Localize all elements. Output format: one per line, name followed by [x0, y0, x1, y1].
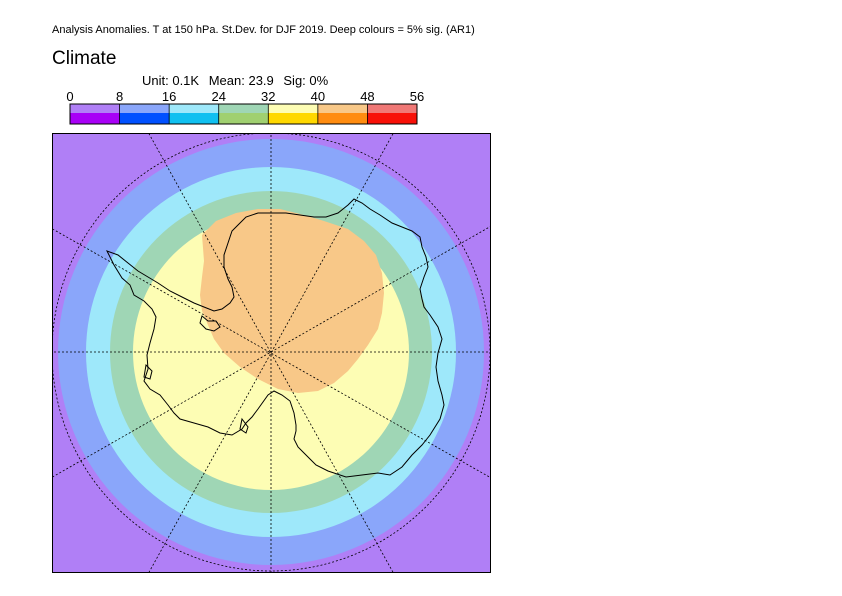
colorbar-tick-label: 32 [261, 89, 275, 104]
figure-caption: Analysis Anomalies. T at 150 hPa. St.Dev… [52, 24, 475, 36]
colorbar-border [69, 103, 418, 125]
colorbar-light-swatch [268, 104, 318, 113]
polar-map [52, 133, 491, 573]
sig-label: Sig: 0% [283, 73, 329, 88]
colorbar-tick-label: 48 [360, 89, 374, 104]
unit-label: Unit: 0.1K [142, 73, 200, 88]
colorbar-deep-swatch [367, 113, 417, 124]
colorbar-deep-swatch [317, 113, 368, 124]
colorbar-legend: 0 8 16 24 32 40 48 56 [66, 89, 424, 125]
colorbar-deep-swatch [218, 113, 269, 124]
antarctica-coastline [105, 198, 445, 478]
stats-line: Unit: 0.1K Mean: 23.9 Sig: 0% [142, 73, 334, 88]
colorbar-light-swatch [70, 104, 120, 113]
colorbar-tick-label: 24 [211, 89, 225, 104]
colorbar-tick-label: 40 [311, 89, 325, 104]
mean-label: Mean: 23.9 [208, 73, 274, 88]
colorbar-light-swatch [218, 104, 269, 113]
colorbar-tick-label: 16 [162, 89, 176, 104]
colorbar-light-swatch [119, 104, 170, 113]
band-48-56 [200, 209, 384, 393]
colorbar-tick-label: 8 [116, 89, 123, 104]
colorbar-deep-swatch [268, 113, 318, 124]
colorbar-deep-swatch [70, 113, 120, 124]
map-frame [52, 133, 491, 573]
colorbar-tick-label: 56 [410, 89, 424, 104]
colorbar-light-swatch [367, 104, 417, 113]
colorbar-light-swatch [169, 104, 219, 113]
colorbar-light-swatch [317, 104, 368, 113]
panel-title: Climate [52, 48, 117, 69]
colorbar-deep-swatch [119, 113, 170, 124]
colorbar-deep-swatch [169, 113, 219, 124]
colorbar-tick-label: 0 [66, 89, 73, 104]
